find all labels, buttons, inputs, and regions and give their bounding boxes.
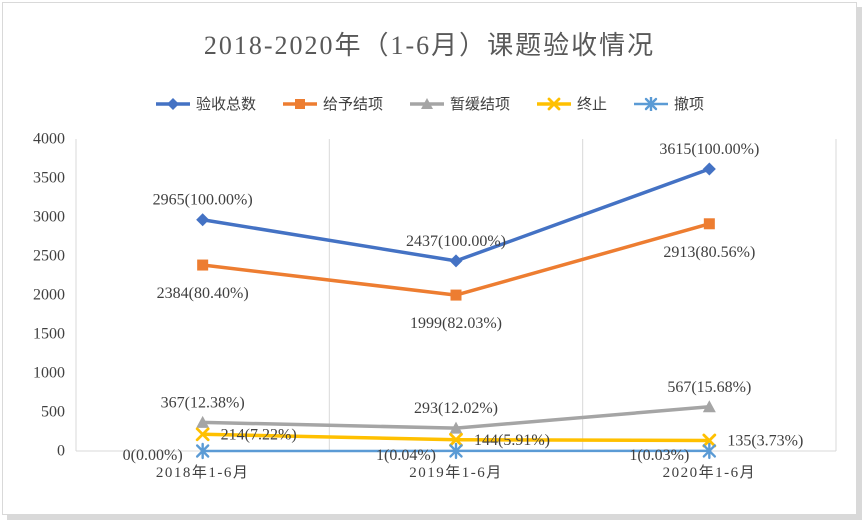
- x-marker-icon: [195, 427, 210, 442]
- diamond-marker-icon: [196, 213, 210, 227]
- diamond-marker-icon: [166, 97, 179, 110]
- legend-item-0: 验收总数: [155, 93, 256, 114]
- line-chart-plot: 0 500 1000 1500 2000 2500 3000 3500 4000 2018年1-6…: [33, 131, 837, 481]
- y-tick-label: 4000: [33, 131, 65, 148]
- y-tick-label: 1000: [33, 365, 65, 382]
- data-label: 214(7.22%): [221, 426, 297, 443]
- asterisk-marker-icon: [195, 442, 210, 460]
- y-tick-label: 0: [57, 443, 65, 460]
- data-label: 135(3.73%): [727, 432, 803, 449]
- chart-legend: 验收总数 给予结项 暂缓结项 终止 撤项: [3, 93, 856, 114]
- legend-key-square-icon: [282, 98, 317, 109]
- x-marker-icon: [449, 432, 463, 447]
- x-marker-icon: [547, 97, 561, 110]
- triangle-marker-icon: [196, 415, 210, 428]
- triangle-marker-icon: [702, 400, 716, 413]
- data-label: 2384(80.40%): [157, 285, 249, 302]
- legend-key-x-icon: [537, 97, 571, 110]
- legend-label: 验收总数: [195, 97, 256, 113]
- series-2: 367(12.38%) 293(12.02%) 567(15.68%): [161, 379, 751, 434]
- x-marker-icon: [702, 433, 717, 448]
- data-label: 1(0.04%): [376, 447, 436, 464]
- data-label: 1(0.03%): [629, 447, 689, 464]
- triangle-marker-icon: [420, 97, 433, 109]
- y-tick-label: 2000: [33, 287, 65, 304]
- chart-container: 2018-2020年（1-6月）课题验收情况 验收总数 给予结项 暂缓结项 终止 撤项 …: [2, 2, 857, 515]
- data-label: 293(12.02%): [414, 400, 498, 417]
- legend-key-asterisk-icon: [634, 96, 669, 111]
- data-label: 144(5.91%): [474, 432, 550, 449]
- diamond-marker-icon: [702, 162, 716, 176]
- series-3: 214(7.22%) 144(5.91%) 135(3.73%): [195, 426, 803, 449]
- y-tick-label: 1500: [33, 326, 65, 343]
- legend-item-3: 终止: [536, 93, 607, 114]
- series-4: 0(0.00%) 1(0.04%) 1(0.03%): [123, 442, 717, 464]
- data-label: 2913(80.56%): [663, 244, 755, 261]
- legend-label: 暂缓结项: [449, 97, 510, 113]
- data-label: 3615(100.00%): [659, 141, 759, 158]
- legend-label: 给予结项: [322, 97, 383, 113]
- x-axis-category-labels: 2018年1-6月 2019年1-6月 2020年1-6月: [156, 464, 757, 481]
- legend-item-1: 给予结项: [282, 93, 383, 114]
- series-1: 2384(80.40%) 1999(82.03%) 2913(80.56%): [157, 218, 755, 332]
- x-category-label: 2018年1-6月: [156, 464, 250, 481]
- square-marker-icon: [450, 289, 462, 301]
- data-label: 2437(100.00%): [406, 233, 506, 250]
- x-category-label: 2019年1-6月: [409, 464, 503, 481]
- data-label: 2965(100.00%): [153, 192, 253, 209]
- y-axis-tick-labels: 0 500 1000 1500 2000 2500 3000 3500 4000: [33, 131, 65, 460]
- y-tick-label: 3000: [33, 209, 65, 226]
- square-marker-icon: [294, 98, 305, 109]
- asterisk-marker-icon: [702, 442, 717, 460]
- legend-item-4: 撤项: [633, 93, 704, 114]
- data-label: 367(12.38%): [161, 394, 245, 411]
- legend-label: 终止: [577, 97, 608, 113]
- y-tick-label: 2500: [33, 248, 65, 265]
- data-label: 0(0.00%): [123, 447, 183, 464]
- legend-label: 撤项: [674, 97, 705, 113]
- y-tick-label: 500: [41, 404, 65, 421]
- legend-key-diamond-icon: [155, 97, 190, 110]
- x-category-label: 2020年1-6月: [663, 464, 757, 481]
- legend-key-triangle-icon: [409, 97, 444, 109]
- square-marker-icon: [703, 218, 715, 230]
- diamond-marker-icon: [449, 254, 463, 268]
- chart-title: 2018-2020年（1-6月）课题验收情况: [203, 31, 656, 60]
- data-label: 1999(82.03%): [410, 315, 502, 332]
- triangle-marker-icon: [449, 421, 463, 434]
- asterisk-marker-icon: [644, 96, 658, 111]
- data-label: 567(15.68%): [667, 379, 751, 396]
- asterisk-marker-icon: [449, 442, 463, 460]
- series-0: 2965(100.00%) 2437(100.00%) 3615(100.00%): [153, 141, 759, 268]
- square-marker-icon: [197, 259, 209, 271]
- legend-item-2: 暂缓结项: [409, 93, 510, 114]
- y-tick-label: 3500: [33, 170, 65, 187]
